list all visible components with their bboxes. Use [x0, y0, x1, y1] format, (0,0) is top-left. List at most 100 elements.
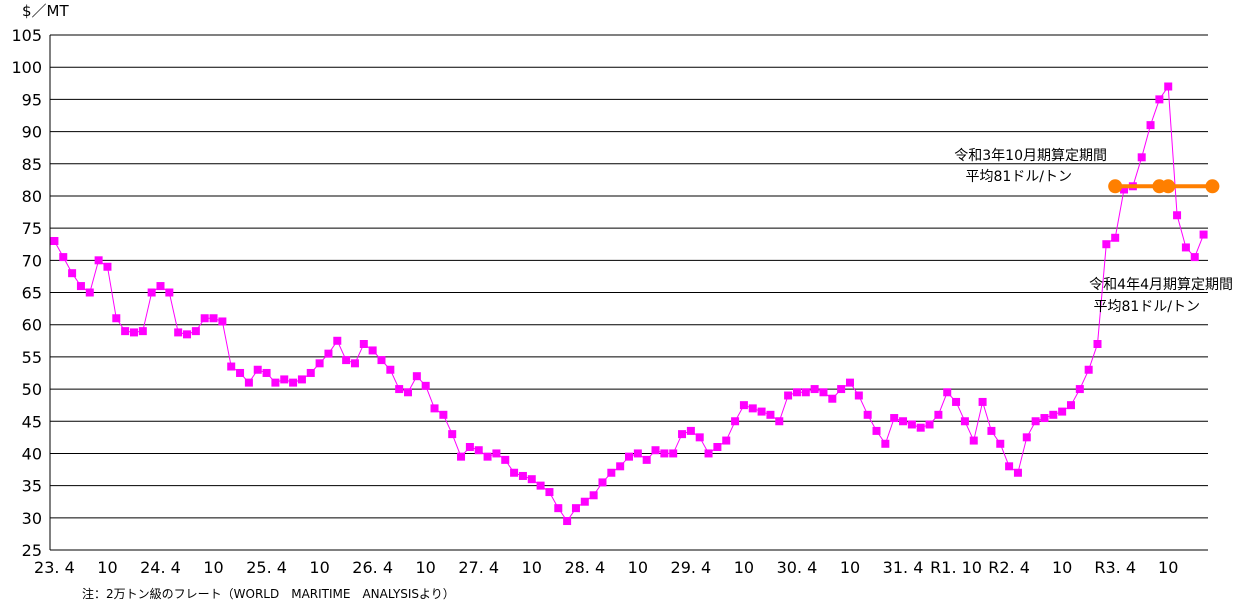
data-point — [633, 449, 642, 458]
x-tick-label: 24. 4 — [140, 558, 181, 577]
data-point — [386, 365, 395, 374]
data-point — [660, 449, 669, 458]
data-point — [324, 349, 333, 358]
data-point — [952, 397, 961, 406]
data-point — [810, 385, 819, 394]
data-point — [1093, 340, 1102, 348]
data-point — [916, 423, 925, 432]
data-point — [987, 426, 996, 435]
y-tick-labels: 25 30 35 40 45 50 55 60 65 70 75 80 85 90 95 100 105 — [11, 26, 42, 560]
data-point — [121, 327, 130, 336]
source-note: 注：2万トン級のフレート（WORLD MARITIME ANALYSISより） — [82, 586, 455, 601]
x-tick-label: 10 — [416, 558, 436, 577]
data-point — [775, 417, 784, 426]
data-point — [457, 452, 466, 461]
data-point — [174, 328, 183, 337]
x-tick-labels: 23. 4 10 24. 4 10 25. 4 10 26. 4 10 27. 4 10 28. 4… — [34, 558, 1178, 577]
data-point — [59, 253, 68, 262]
data-point — [492, 449, 501, 458]
y-tick-label: 45 — [22, 412, 42, 431]
data-point — [1146, 121, 1155, 130]
data-point — [545, 488, 554, 497]
x-tick-label: 10 — [97, 558, 117, 577]
data-point — [156, 282, 165, 291]
y-tick-label: 105 — [11, 26, 42, 45]
data-point — [1199, 230, 1208, 239]
data-point — [863, 410, 872, 419]
data-point — [969, 436, 978, 445]
x-tick-label: 10 — [1052, 558, 1072, 577]
data-point — [200, 314, 209, 323]
data-point — [76, 282, 85, 291]
y-tick-label: 70 — [22, 251, 42, 270]
data-point — [766, 410, 775, 419]
x-tick-label: 31. 4 — [883, 558, 924, 577]
y-tick-label: 25 — [22, 541, 42, 560]
x-tick-label: 10 — [203, 558, 223, 577]
data-point — [527, 475, 536, 484]
x-tick-label: 29. 4 — [671, 558, 712, 577]
x-tick-label: 10 — [522, 558, 542, 577]
x-tick-label: 23. 4 — [34, 558, 75, 577]
data-point — [421, 381, 430, 390]
average-lines — [1108, 179, 1220, 194]
data-point — [218, 317, 227, 326]
data-point — [1066, 401, 1075, 410]
y-tick-label: 30 — [22, 509, 42, 528]
data-point — [315, 359, 324, 368]
data-point — [50, 237, 59, 245]
average-marker — [1108, 179, 1123, 194]
data-point — [138, 327, 147, 336]
data-point — [297, 375, 306, 384]
annotation-apr-line1: 令和4年4月期算定期間 — [1089, 277, 1233, 293]
axes — [49, 35, 1208, 551]
x-tick-label: 10 — [734, 558, 754, 577]
data-point — [448, 430, 457, 439]
data-point — [244, 378, 253, 387]
data-point — [943, 388, 952, 397]
data-point — [571, 504, 580, 513]
data-point — [94, 256, 103, 265]
data-point — [704, 449, 713, 458]
data-point — [925, 420, 934, 429]
data-point — [1058, 407, 1067, 416]
data-point — [1049, 410, 1058, 419]
average-marker — [1205, 179, 1220, 194]
data-point — [439, 410, 448, 419]
y-tick-label: 60 — [22, 316, 42, 335]
data-point — [306, 368, 315, 377]
data-point — [1013, 468, 1022, 477]
y-tick-label: 85 — [22, 155, 42, 174]
data-point — [890, 414, 899, 423]
x-tick-label: 10 — [309, 558, 329, 577]
data-point — [757, 407, 766, 416]
x-tick-label: 28. 4 — [564, 558, 605, 577]
data-point — [1102, 240, 1111, 249]
data-point — [899, 417, 908, 426]
data-point — [607, 468, 616, 477]
data-point — [625, 452, 633, 461]
data-point — [792, 388, 801, 397]
data-point — [518, 471, 527, 480]
data-point — [589, 491, 598, 500]
data-point — [598, 478, 607, 487]
data-point — [1031, 417, 1040, 426]
y-tick-label: 35 — [22, 477, 42, 496]
data-point — [563, 517, 572, 526]
data-point — [801, 388, 810, 397]
data-point — [342, 356, 351, 365]
x-tick-label: R2. 4 — [988, 558, 1030, 577]
data-point — [395, 385, 404, 394]
y-tick-label: 65 — [22, 284, 42, 303]
data-point — [271, 378, 280, 387]
data-point — [368, 346, 377, 355]
data-point — [404, 388, 413, 397]
data-point — [722, 436, 731, 445]
x-tick-label: 10 — [1158, 558, 1178, 577]
data-point — [1022, 433, 1031, 442]
data-point — [377, 356, 386, 365]
x-tick-label: 27. 4 — [458, 558, 499, 577]
data-point — [236, 368, 245, 377]
data-point — [129, 328, 138, 337]
y-tick-label: 75 — [22, 219, 42, 238]
